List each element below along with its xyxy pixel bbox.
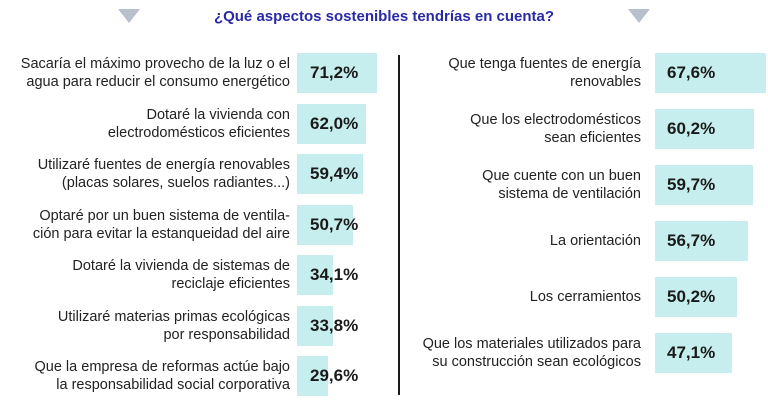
left-chart-row: Utilizaré fuentes de energía renovables (… — [10, 151, 390, 197]
category-label-line: Que tenga fuentes de energía — [448, 56, 641, 72]
right-arrow-down-icon — [628, 9, 650, 23]
bar — [655, 165, 753, 205]
value-label: 47,1% — [667, 343, 716, 362]
category-label: Utilizaré materias primas ecológicas por … — [0, 303, 290, 349]
bar — [297, 103, 367, 144]
value-label: 62,0% — [310, 113, 359, 133]
bar — [655, 277, 737, 317]
category-label-line: Dotaré la vivienda de sistemas de — [72, 258, 290, 274]
category-label-line: Que los materiales utilizados para — [422, 336, 641, 352]
right-chart-row: Que tenga fuentes de energía renovables 67… — [395, 50, 766, 96]
value-label: 60,2% — [667, 119, 716, 138]
category-label: Que los materiales utilizados para su con… — [381, 330, 641, 376]
category-label-line: Que los electrodomésticos — [470, 112, 641, 128]
category-label-line: sean eficientes — [544, 130, 641, 146]
category-label-line: Optaré por un buen sistema de ventila- — [39, 207, 290, 224]
right-chart-row: Los cerramientos 50,2% — [395, 274, 765, 320]
right-chart-row: Que los materiales utilizados para su con… — [395, 330, 765, 376]
value-label: 59,7% — [667, 175, 716, 194]
category-label-line: la responsabilidad social corporativa — [56, 377, 290, 393]
value-label: 71,2% — [310, 63, 359, 82]
category-label-line: La orientación — [549, 233, 641, 249]
category-label: Que la empresa de reformas actúe bajo la … — [0, 353, 291, 399]
category-label: Dotaré la vivienda con electrodomésticos … — [0, 101, 290, 147]
bar — [297, 305, 333, 346]
left-chart-row: Sacaría el máximo provecho de la luz o e… — [10, 50, 390, 96]
bar — [297, 53, 378, 93]
category-label: Optaré por un buen sistema de ventila-ci… — [0, 202, 290, 248]
category-label-line: por responsabilidad — [163, 326, 290, 343]
category-label-line: sistema de ventilación — [498, 186, 641, 202]
category-label: Utilizaré fuentes de energía renovables (… — [0, 151, 290, 197]
category-label-line: agua para reducir el consumo energético — [26, 74, 290, 90]
category-label: Que los electrodomésticos sean eficientes — [381, 106, 641, 152]
category-label-line: Los cerramientos — [529, 289, 641, 305]
category-label-line: reciclaje eficientes — [171, 276, 290, 292]
left-arrow-down-icon — [118, 9, 140, 23]
column-divider — [398, 55, 400, 395]
category-label-line: (placas solares, suelos radiantes...) — [61, 175, 290, 191]
category-label: Sacaría el máximo provecho de la luz o e… — [0, 50, 290, 96]
left-chart-row: Dotaré la vivienda con electrodomésticos … — [10, 101, 390, 147]
category-label-line: Utilizaré materias primas ecológicas — [57, 308, 290, 325]
category-label-line: Dotaré la vivienda con — [146, 106, 290, 123]
right-chart-row: La orientación 56,7% — [395, 218, 765, 264]
bar — [297, 356, 328, 396]
value-label: 34,1% — [310, 265, 359, 284]
right-chart-row: Que los electrodomésticos sean eficientes… — [395, 106, 765, 152]
bar — [655, 221, 748, 261]
value-label: 67,6% — [667, 63, 716, 82]
chart-title: ¿Qué aspectos sostenibles tendrías en cu… — [213, 8, 555, 25]
bar — [297, 204, 353, 245]
category-label-line: renovables — [570, 74, 641, 90]
value-label: 56,7% — [667, 231, 716, 250]
value-label: 50,7% — [310, 214, 359, 234]
category-label-line: Que cuente con un buen — [482, 168, 641, 184]
category-label: Que tenga fuentes de energía renovables — [381, 50, 641, 96]
left-chart-row: Que la empresa de reformas actúe bajo la … — [10, 353, 390, 399]
category-label: Dotaré la vivienda de sistemas de recicla… — [0, 252, 290, 298]
bar — [297, 154, 364, 194]
category-label: La orientación — [381, 218, 641, 264]
category-label: Que cuente con un buen sistema de ventila… — [381, 162, 641, 208]
value-label: 29,6% — [310, 366, 359, 385]
category-label: Los cerramientos — [381, 274, 641, 320]
category-label-line: Que la empresa de reformas actúe bajo — [34, 359, 291, 375]
left-chart-row: Optaré por un buen sistema de ventila-ci… — [10, 202, 390, 248]
value-label: 59,4% — [310, 164, 359, 183]
bar — [655, 333, 732, 373]
right-chart-row: Que cuente con un buen sistema de ventila… — [395, 162, 765, 208]
category-label-line: su construcción sean ecológicos — [432, 354, 641, 370]
category-label-line: ción para evitar la estanqueidad del air… — [32, 225, 290, 242]
category-label-line: Sacaría el máximo provecho de la luz o e… — [20, 56, 290, 72]
value-label: 33,8% — [310, 315, 359, 335]
value-label: 50,2% — [667, 287, 716, 306]
bar — [655, 109, 754, 149]
bar — [297, 255, 334, 295]
bar — [655, 53, 766, 93]
left-chart-row: Utilizaré materias primas ecológicas por … — [10, 303, 390, 349]
category-label-line: electrodomésticos eficientes — [107, 124, 290, 141]
category-label-line: Utilizaré fuentes de energía renovables — [37, 157, 290, 173]
left-chart-row: Dotaré la vivienda de sistemas de recicla… — [10, 252, 390, 298]
